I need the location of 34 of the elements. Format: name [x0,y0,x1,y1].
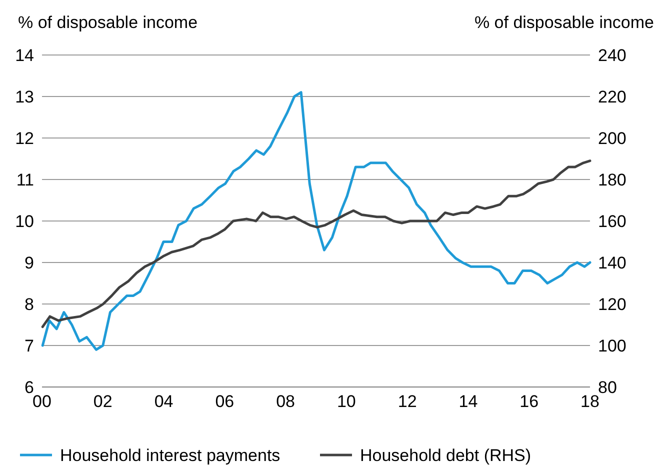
x-tick-label: 08 [276,392,296,411]
line-series [41,91,592,351]
y2-tick-label: 240 [598,46,626,65]
y-axis-title: % of disposable income [18,13,198,32]
y2-axis-title: % of disposable income [474,13,654,32]
y2-tick-label: 160 [598,212,626,231]
x-tick-label: 12 [398,392,417,411]
y2-tick-label: 80 [598,378,617,397]
y-tick-label: 12 [15,128,34,148]
x-tick-label: 02 [93,392,112,411]
y2-tick-label: 200 [598,128,626,148]
y-tick-label: 8 [24,294,34,314]
y-tick-label: 9 [24,253,34,272]
x-tick-label: 00 [32,392,52,411]
y-tick-label: 10 [15,212,34,231]
x-tick-label: 14 [458,392,478,411]
legend-label: Household debt (RHS) [360,446,532,465]
legend-label: Household interest payments [60,446,280,465]
x-tick-label: 04 [154,392,174,411]
y-tick-label: 14 [15,46,34,65]
x-tick-label: 06 [215,392,234,411]
x-tick-label: 16 [520,392,539,411]
y2-tick-label: 100 [598,336,626,356]
y2-tick-label: 120 [598,294,626,314]
y-tick-label: 6 [24,378,34,397]
x-tick-label: 10 [336,392,356,411]
y2-tick-label: 180 [598,170,626,190]
y2-tick-label: 140 [598,253,626,272]
y-tick-label: 7 [24,336,34,356]
line-series [41,160,592,328]
x-tick-label: 18 [580,392,600,411]
y-tick-label: 11 [16,170,34,190]
y2-tick-label: 220 [598,87,626,106]
y-tick-label: 13 [15,87,34,106]
